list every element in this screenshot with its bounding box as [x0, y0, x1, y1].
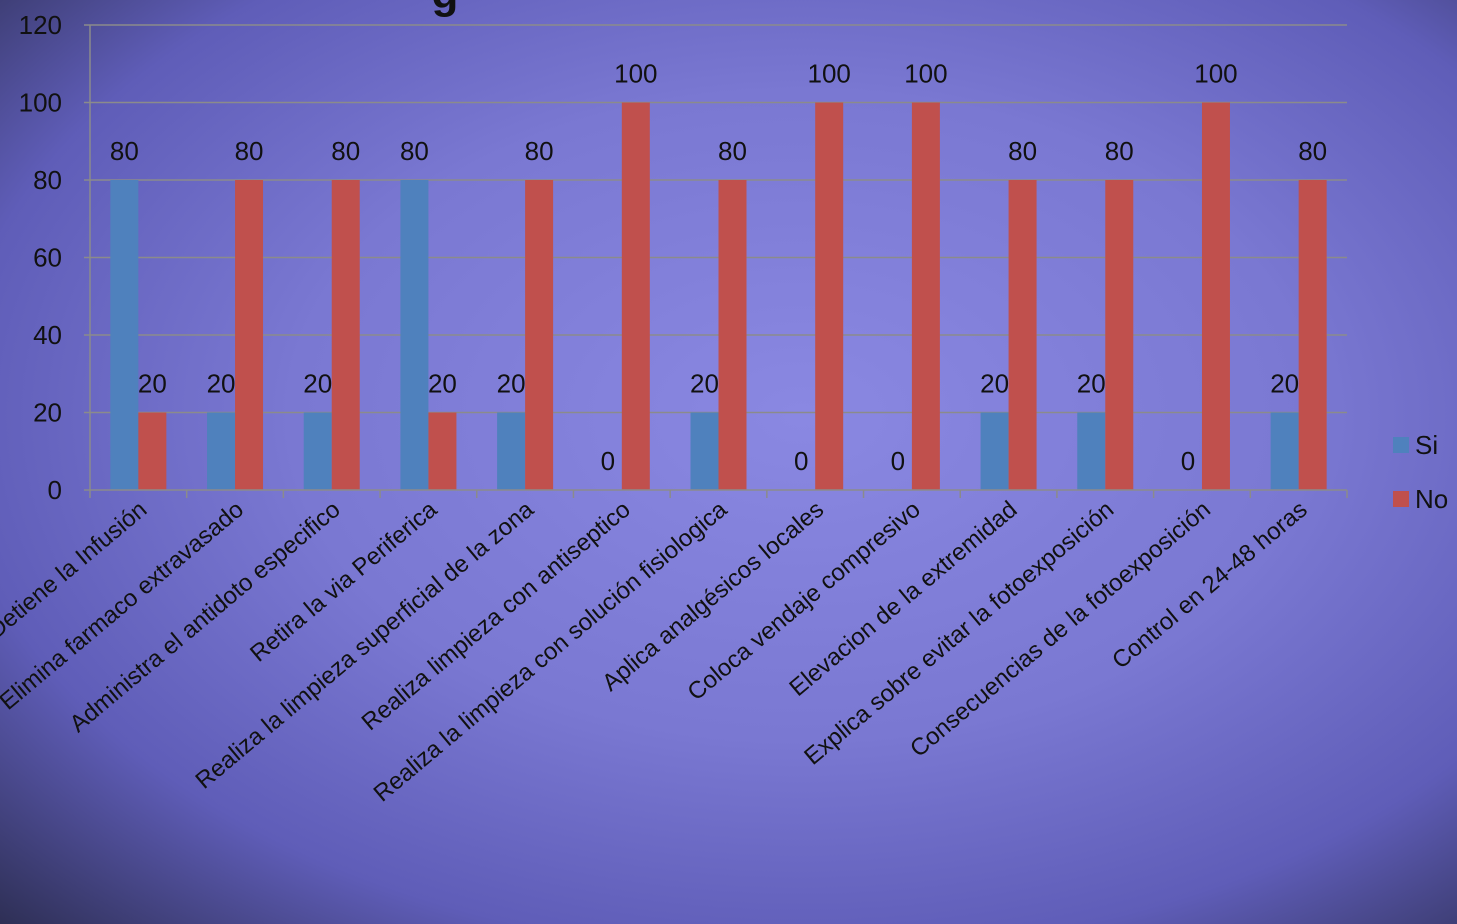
legend-label-no: No [1415, 484, 1448, 514]
y-tick-label: 20 [33, 398, 62, 428]
bar-no [138, 412, 167, 490]
data-label-si: 0 [891, 446, 905, 476]
data-label-si: 80 [400, 136, 429, 166]
bar-no [718, 180, 747, 490]
bar-si [1270, 412, 1299, 490]
legend-label-si: Si [1415, 430, 1438, 460]
data-label-no: 20 [138, 369, 167, 399]
legend-swatch-no [1393, 491, 1409, 507]
data-label-no: 80 [1298, 136, 1327, 166]
bar-si [110, 180, 139, 490]
bar-no [1298, 180, 1327, 490]
data-label-no: 80 [1008, 136, 1037, 166]
bar-no [1008, 180, 1037, 490]
bar-no [1201, 102, 1230, 490]
y-axis: 0 20 40 60 80 100 120 [19, 10, 91, 505]
bar-si [980, 412, 1009, 490]
chart-title-fragment: g [432, 0, 459, 18]
x-tick-label: Detiene la Infusión [0, 496, 152, 644]
bar-no [331, 180, 360, 490]
data-label-no: 100 [1194, 59, 1237, 89]
data-label-no: 80 [525, 136, 554, 166]
y-tick-label: 60 [33, 243, 62, 273]
bar-no [525, 180, 554, 490]
data-label-si: 80 [110, 136, 139, 166]
x-tick-label: Realiza la limpieza superficial de la zo… [191, 496, 540, 795]
bar-si [207, 412, 236, 490]
data-labels-group: 80 20 20 80 20 80 80 20 20 80 0 100 20 80 0 100 0 100 20 80… [110, 59, 1327, 477]
x-tick-label: Control en 24-48 horas [1107, 496, 1312, 674]
bar-si [497, 412, 526, 490]
bar-si [1077, 412, 1106, 490]
data-label-si: 20 [207, 369, 236, 399]
data-label-si: 0 [601, 446, 615, 476]
bar-no [235, 180, 264, 490]
bar-no [428, 412, 457, 490]
data-label-si: 20 [980, 369, 1009, 399]
data-label-si: 20 [1077, 369, 1106, 399]
data-label-no: 80 [718, 136, 747, 166]
x-tick-label: Retira la via Periferica [245, 495, 443, 667]
data-label-no: 80 [331, 136, 360, 166]
bar-no [621, 102, 650, 490]
bars-group [110, 102, 1327, 490]
legend: Si No [1393, 430, 1448, 514]
data-label-si: 20 [1270, 369, 1299, 399]
bar-no [815, 102, 844, 490]
data-label-si: 0 [1181, 446, 1195, 476]
data-label-no: 20 [428, 369, 457, 399]
y-tick-label: 0 [48, 475, 62, 505]
bar-si [400, 180, 429, 490]
y-tick-label: 120 [19, 10, 62, 40]
y-tick-label: 100 [19, 88, 62, 118]
bar-no [1105, 180, 1134, 490]
data-label-si: 20 [303, 369, 332, 399]
bar-no [911, 102, 940, 490]
data-label-no: 80 [235, 136, 264, 166]
x-tick-label: Realiza la limpieza con solución fisiolo… [369, 495, 733, 807]
legend-swatch-si [1393, 437, 1409, 453]
y-tick-label: 80 [33, 165, 62, 195]
data-label-si: 20 [497, 369, 526, 399]
y-tick-label: 40 [33, 320, 62, 350]
data-label-no: 100 [807, 59, 850, 89]
data-label-no: 100 [614, 59, 657, 89]
data-label-no: 100 [904, 59, 947, 89]
data-label-no: 80 [1105, 136, 1134, 166]
bar-si [690, 412, 719, 490]
data-label-si: 20 [690, 369, 719, 399]
bar-si [303, 412, 332, 490]
data-label-si: 0 [794, 446, 808, 476]
